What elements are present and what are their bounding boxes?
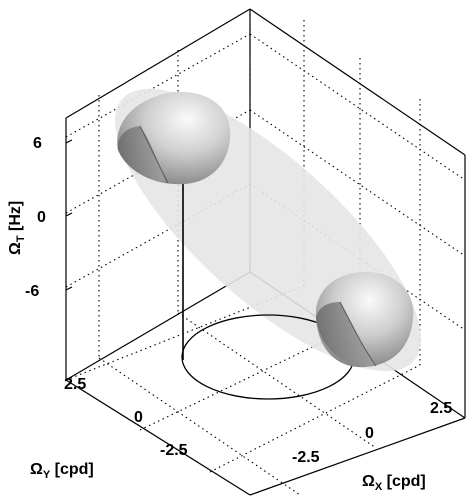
z-tick-label: 6 <box>33 135 42 152</box>
y-axis-label: ΩY [cpd] <box>30 461 94 481</box>
z-tick-label: -6 <box>25 283 39 300</box>
lower-blob <box>315 272 414 368</box>
x-axis-label: ΩX [cpd] <box>362 473 426 493</box>
upper-blob <box>117 91 231 185</box>
tilted-plane <box>114 88 422 372</box>
x-tick-label: -2.5 <box>292 449 320 466</box>
x-tick-label: 0 <box>365 425 374 442</box>
y-tick-label: -2.5 <box>160 442 188 459</box>
y-tick-label: 0 <box>134 409 143 426</box>
x-tick-label: 2.5 <box>430 400 452 417</box>
y-tick-label: 2.5 <box>64 376 86 393</box>
z-tick-label: 0 <box>37 209 46 226</box>
z-axis-label: ΩT [Hz] <box>7 201 27 255</box>
